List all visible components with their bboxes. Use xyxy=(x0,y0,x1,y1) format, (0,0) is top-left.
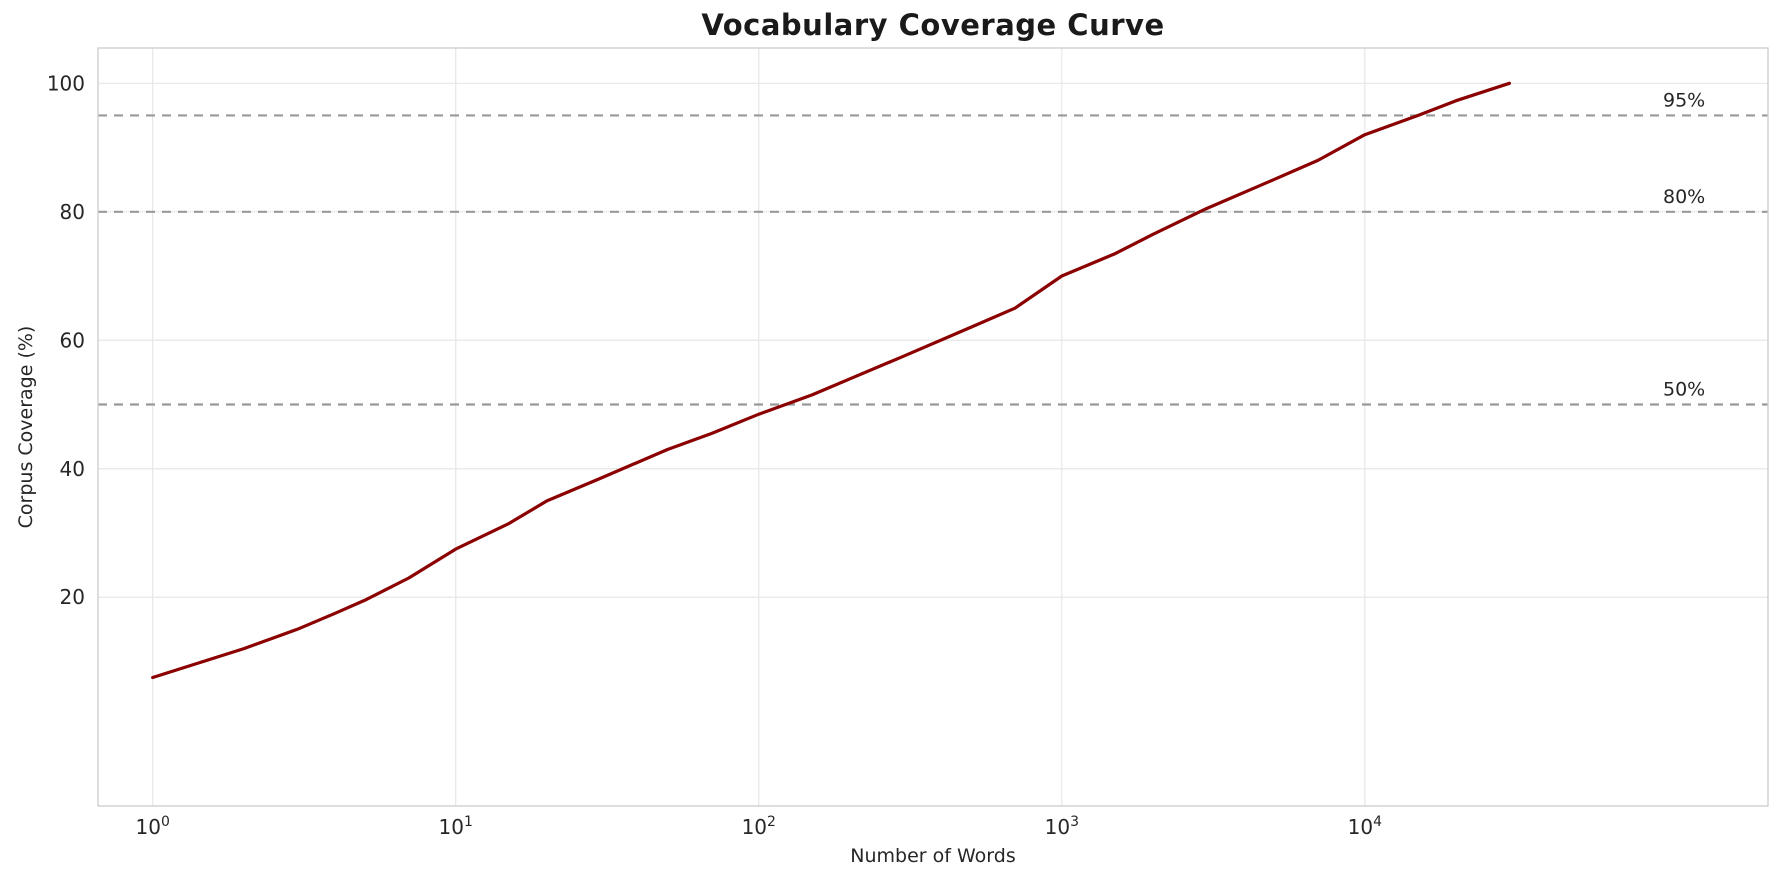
y-tick-label: 40 xyxy=(60,457,85,481)
reference-line-label: 80% xyxy=(1663,186,1705,208)
x-tick-label: 102 xyxy=(742,814,776,839)
x-tick-label: 103 xyxy=(1045,814,1079,839)
plot-border xyxy=(97,47,1769,807)
x-axis-label: Number of Words xyxy=(850,845,1016,867)
y-tick-label: 20 xyxy=(60,585,85,609)
x-tick-label: 101 xyxy=(439,814,473,839)
chart-title: Vocabulary Coverage Curve xyxy=(701,8,1165,42)
y-tick-label: 80 xyxy=(60,200,85,224)
coverage-curve xyxy=(151,81,1511,680)
reference-line-label: 95% xyxy=(1663,89,1705,111)
y-tick-label: 100 xyxy=(47,71,85,95)
reference-line-label: 50% xyxy=(1663,379,1705,401)
y-tick-label: 60 xyxy=(60,328,85,352)
y-axis-label: Corpus Coverage (%) xyxy=(15,325,37,529)
x-tick-label: 104 xyxy=(1348,814,1382,839)
x-tick-label: 100 xyxy=(135,814,169,839)
